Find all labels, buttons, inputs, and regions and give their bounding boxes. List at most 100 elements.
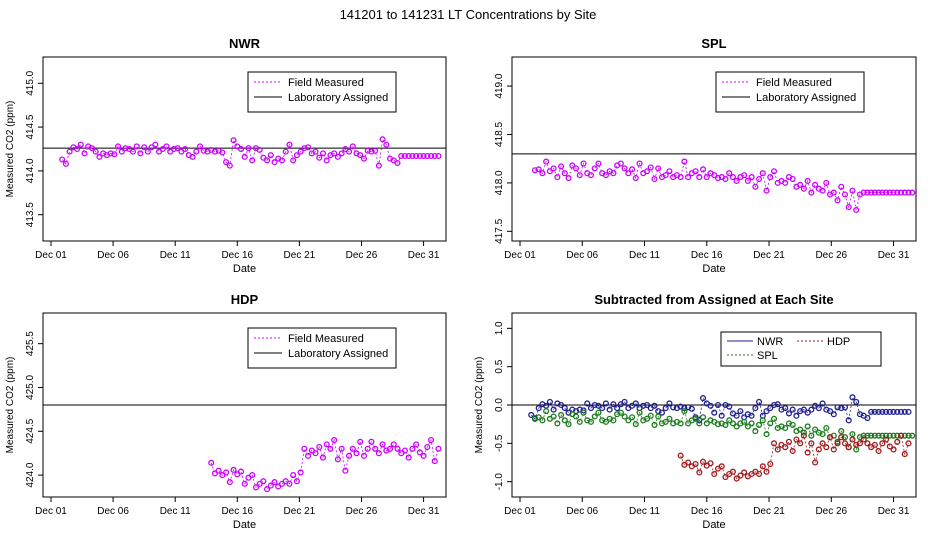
data-point — [812, 459, 819, 466]
data-point — [767, 460, 774, 468]
data-point — [894, 189, 901, 196]
data-point — [409, 445, 416, 452]
data-point — [647, 412, 654, 419]
data-point — [629, 166, 636, 173]
data-point — [875, 408, 882, 415]
data-point — [804, 177, 811, 185]
data-point — [890, 408, 897, 415]
data-point — [845, 417, 852, 424]
data-point — [901, 189, 908, 196]
x-tick-label: Dec 01 — [504, 250, 536, 261]
data-point — [237, 468, 245, 475]
x-axis-label: Date — [233, 263, 256, 275]
data-point — [297, 469, 304, 476]
data-point — [561, 417, 568, 424]
data-point — [782, 444, 789, 451]
data-point — [334, 456, 341, 463]
data-point — [707, 402, 714, 409]
data-point — [905, 189, 912, 196]
data-point — [692, 460, 699, 468]
legend-label: Field Measured — [288, 333, 364, 345]
data-point — [845, 444, 852, 451]
data-point — [808, 406, 815, 413]
data-point — [636, 160, 643, 167]
data-point — [685, 459, 692, 466]
data-point — [625, 417, 632, 424]
data-point — [74, 145, 81, 153]
data-point — [316, 154, 323, 161]
data-point — [312, 148, 319, 155]
data-point — [617, 409, 624, 416]
data-point — [901, 408, 908, 415]
data-point — [696, 469, 703, 476]
data-point — [699, 458, 707, 465]
data-point — [879, 432, 886, 439]
data-point — [174, 145, 181, 152]
data-point — [565, 421, 572, 428]
data-point — [587, 172, 595, 179]
data-point — [819, 187, 826, 194]
data-point — [714, 421, 722, 428]
data-point — [722, 421, 729, 428]
data-point — [868, 408, 875, 415]
data-point — [558, 163, 565, 170]
data-point — [823, 179, 830, 186]
data-point — [729, 468, 736, 475]
panel-diff: Subtracted from Assigned at Each Site Dec… — [474, 292, 917, 531]
data-point — [733, 475, 740, 482]
data-point — [643, 168, 651, 175]
data-point — [264, 157, 271, 164]
data-point — [316, 444, 323, 451]
data-point — [144, 148, 151, 155]
x-tick-label: Dec 26 — [815, 250, 847, 261]
panel-title: NWR — [229, 36, 261, 51]
data-point — [200, 147, 207, 154]
data-point — [357, 438, 364, 445]
data-point — [528, 411, 535, 419]
data-point — [561, 170, 568, 177]
data-point — [558, 401, 565, 409]
plot-frame — [511, 56, 917, 242]
data-point — [800, 185, 807, 192]
data-point — [632, 400, 639, 407]
data-point — [879, 440, 886, 447]
data-point — [662, 172, 669, 179]
data-point — [383, 141, 390, 148]
data-point — [290, 472, 297, 479]
data-point — [576, 406, 583, 413]
data-point — [883, 436, 890, 443]
x-tick-label: Dec 11 — [629, 250, 660, 261]
data-point — [651, 421, 658, 428]
series-line — [534, 160, 913, 211]
series-line — [680, 434, 909, 480]
data-point — [770, 401, 778, 409]
data-point — [800, 406, 807, 413]
data-point — [610, 401, 617, 408]
data-point — [763, 408, 770, 415]
y-tick-label: 424.0 — [25, 462, 36, 487]
data-point — [651, 175, 658, 183]
data-point — [711, 409, 718, 416]
data-point — [338, 445, 345, 452]
data-point — [868, 432, 875, 439]
legend-label: Field Measured — [756, 77, 832, 89]
data-point — [420, 152, 427, 160]
data-point — [267, 482, 274, 489]
chart-panels: NWR Dec 01 Dec 06 Dec 11 Dec 16 Dec 21 Dec 26 D… — [5, 36, 917, 531]
data-point — [338, 150, 345, 157]
data-point — [331, 436, 338, 444]
data-point — [714, 175, 722, 182]
data-point — [841, 440, 849, 447]
data-point — [789, 421, 796, 428]
data-point — [621, 413, 628, 420]
data-point — [386, 445, 394, 452]
data-point — [685, 174, 692, 181]
data-point — [890, 432, 897, 439]
data-point — [763, 431, 770, 438]
data-point — [595, 409, 602, 416]
data-point — [163, 143, 170, 150]
data-point — [864, 440, 871, 447]
x-tick-label: Dec 21 — [753, 506, 785, 517]
data-point — [346, 148, 353, 155]
data-point — [774, 401, 781, 408]
